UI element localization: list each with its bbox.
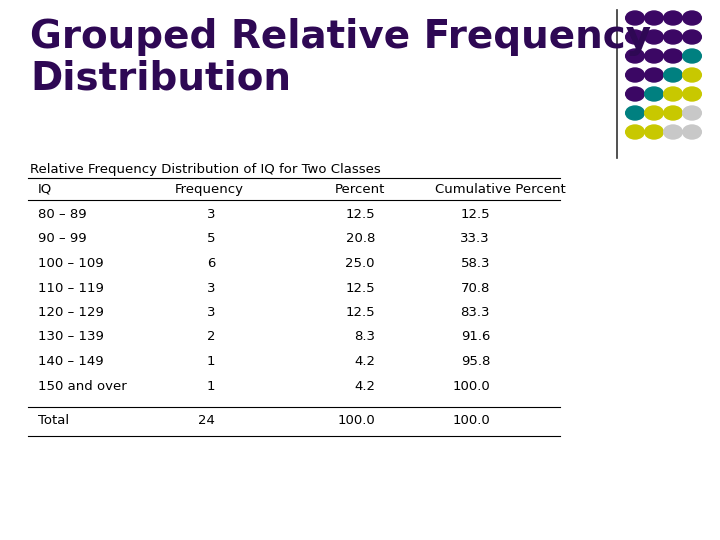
Text: 4.2: 4.2 xyxy=(354,380,375,393)
Text: 24: 24 xyxy=(198,414,215,427)
Text: 58.3: 58.3 xyxy=(461,257,490,270)
Circle shape xyxy=(683,11,701,25)
Circle shape xyxy=(683,106,701,120)
Text: 90 – 99: 90 – 99 xyxy=(38,233,86,246)
Text: 6: 6 xyxy=(207,257,215,270)
Text: Relative Frequency Distribution of IQ for Two Classes: Relative Frequency Distribution of IQ fo… xyxy=(30,163,381,176)
Circle shape xyxy=(644,125,663,139)
Text: 70.8: 70.8 xyxy=(461,281,490,294)
Text: 110 – 119: 110 – 119 xyxy=(38,281,104,294)
Circle shape xyxy=(683,125,701,139)
Circle shape xyxy=(644,11,663,25)
Circle shape xyxy=(664,87,683,101)
Text: 91.6: 91.6 xyxy=(461,330,490,343)
Text: 100.0: 100.0 xyxy=(452,414,490,427)
Text: Cumulative Percent: Cumulative Percent xyxy=(435,183,566,196)
Circle shape xyxy=(626,30,644,44)
Circle shape xyxy=(664,11,683,25)
Circle shape xyxy=(626,68,644,82)
Circle shape xyxy=(664,68,683,82)
Circle shape xyxy=(644,106,663,120)
Text: Grouped Relative Frequency
Distribution: Grouped Relative Frequency Distribution xyxy=(30,18,651,97)
Text: 4.2: 4.2 xyxy=(354,355,375,368)
Circle shape xyxy=(644,49,663,63)
Circle shape xyxy=(644,87,663,101)
Text: 100.0: 100.0 xyxy=(337,414,375,427)
Circle shape xyxy=(664,49,683,63)
Circle shape xyxy=(664,30,683,44)
Text: 150 and over: 150 and over xyxy=(38,380,127,393)
Text: 3: 3 xyxy=(207,208,215,221)
Text: 25.0: 25.0 xyxy=(346,257,375,270)
Circle shape xyxy=(626,106,644,120)
Text: Total: Total xyxy=(38,414,69,427)
Circle shape xyxy=(626,125,644,139)
Circle shape xyxy=(683,87,701,101)
Circle shape xyxy=(626,87,644,101)
Text: 2: 2 xyxy=(207,330,215,343)
Text: Percent: Percent xyxy=(335,183,385,196)
Text: 100 – 109: 100 – 109 xyxy=(38,257,104,270)
Text: Frequency: Frequency xyxy=(175,183,244,196)
Text: 3: 3 xyxy=(207,306,215,319)
Text: 120 – 129: 120 – 129 xyxy=(38,306,104,319)
Text: 140 – 149: 140 – 149 xyxy=(38,355,104,368)
Circle shape xyxy=(644,68,663,82)
Circle shape xyxy=(683,30,701,44)
Circle shape xyxy=(683,49,701,63)
Text: 33.3: 33.3 xyxy=(460,233,490,246)
Text: 1: 1 xyxy=(207,380,215,393)
Text: 95.8: 95.8 xyxy=(461,355,490,368)
Text: 130 – 139: 130 – 139 xyxy=(38,330,104,343)
Text: 12.5: 12.5 xyxy=(346,281,375,294)
Text: 1: 1 xyxy=(207,355,215,368)
Circle shape xyxy=(626,11,644,25)
Circle shape xyxy=(664,106,683,120)
Text: 20.8: 20.8 xyxy=(346,233,375,246)
Text: 80 – 89: 80 – 89 xyxy=(38,208,86,221)
Circle shape xyxy=(664,125,683,139)
Text: IQ: IQ xyxy=(38,183,53,196)
Circle shape xyxy=(626,49,644,63)
Circle shape xyxy=(644,30,663,44)
Text: 8.3: 8.3 xyxy=(354,330,375,343)
Text: 100.0: 100.0 xyxy=(452,380,490,393)
Text: 5: 5 xyxy=(207,233,215,246)
Circle shape xyxy=(683,68,701,82)
Text: 83.3: 83.3 xyxy=(461,306,490,319)
Text: 3: 3 xyxy=(207,281,215,294)
Text: 12.5: 12.5 xyxy=(346,208,375,221)
Text: 12.5: 12.5 xyxy=(460,208,490,221)
Text: 12.5: 12.5 xyxy=(346,306,375,319)
